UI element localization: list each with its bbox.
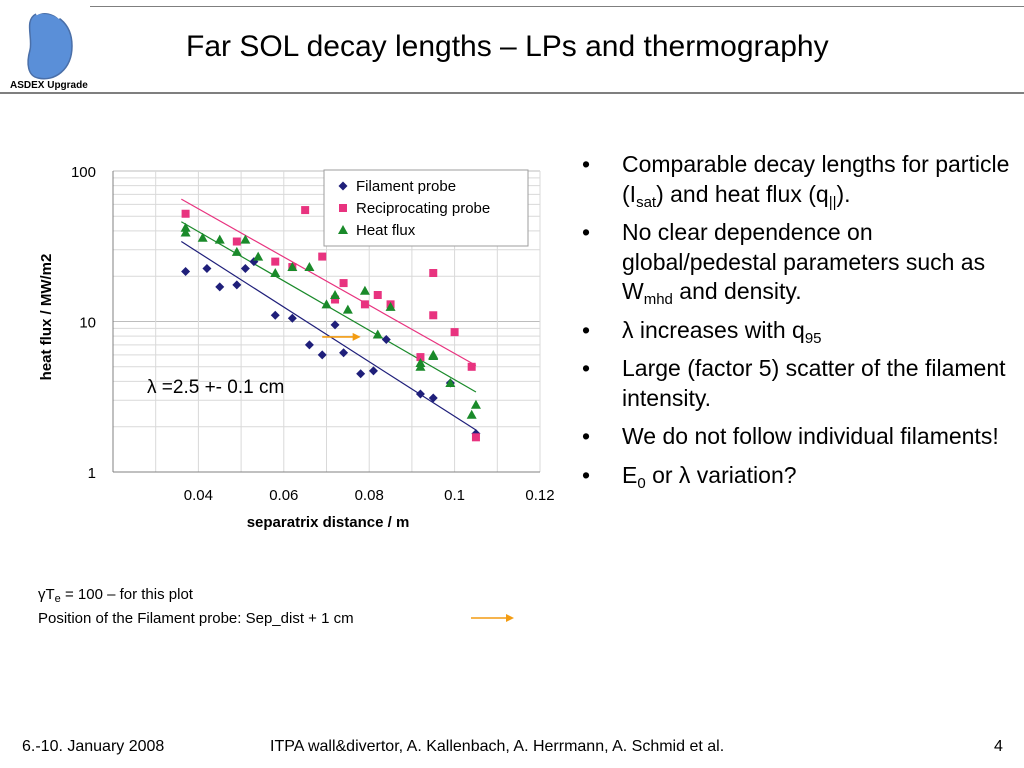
footer-page-number: 4 [994, 738, 1003, 755]
reciprocating-point [232, 237, 241, 246]
note-gamma-te: γTe = 100 – for this plot [38, 586, 193, 605]
x-tick-label: 0.06 [269, 487, 298, 504]
filament-point [270, 310, 280, 320]
filament-point [287, 313, 297, 323]
note-arrow-icon [471, 614, 514, 622]
legend-label: Reciprocating probe [356, 200, 490, 217]
reciprocating-point [373, 290, 382, 299]
header-rule [0, 92, 1024, 94]
footer-center: ITPA wall&divertor, A. Kallenbach, A. He… [270, 738, 725, 755]
reciprocating-point [181, 209, 190, 218]
note-filament-position: Position of the Filament probe: Sep_dist… [38, 610, 354, 627]
logo-text: ASDEX Upgrade [10, 80, 88, 91]
filament-point [240, 263, 250, 273]
heatflux-point [385, 301, 396, 311]
data-points [180, 206, 481, 442]
fit-line-filament [180, 241, 477, 431]
x-axis-label: separatrix distance / m [247, 514, 410, 531]
filament-point [202, 263, 212, 273]
header-divider [90, 6, 1024, 7]
x-tick-label: 0.04 [184, 487, 213, 504]
heatflux-point [466, 409, 477, 419]
bullet-item: We do not follow individual filaments! [580, 422, 1020, 452]
heatflux-point [372, 329, 383, 339]
heatflux-point [287, 262, 298, 272]
x-tick-label: 0.12 [525, 487, 554, 504]
heatflux-point [231, 246, 242, 256]
heatflux-point [415, 357, 426, 367]
reciprocating-point [429, 269, 438, 278]
heatflux-point [321, 299, 332, 309]
filament-point [339, 348, 349, 358]
legend-label: Filament probe [356, 178, 456, 195]
reciprocating-point [416, 353, 425, 362]
decay-length-chart: 0.04 0.06 0.08 0.1 0.12 1 10 100 Filament probe… [38, 164, 555, 531]
filament-point [356, 369, 366, 379]
y-tick-label: 1 [88, 465, 96, 482]
chart-axes: 0.04 0.06 0.08 0.1 0.12 1 10 100 [71, 164, 555, 504]
filament-point [415, 389, 425, 399]
heatflux-point [342, 304, 353, 314]
reciprocating-point [471, 433, 480, 442]
bullet-item: λ increases with q95 [580, 316, 1020, 346]
heatflux-point [330, 289, 341, 299]
reciprocating-point [301, 206, 310, 215]
heatflux-point [470, 399, 481, 409]
chart-grid [112, 170, 541, 473]
reciprocating-point [271, 257, 280, 266]
bullet-item: E0 or λ variation? [580, 461, 1020, 491]
heatflux-point [428, 350, 439, 360]
x-tick-label: 0.08 [355, 487, 384, 504]
reciprocating-point [318, 252, 327, 261]
legend-label: Heat flux [356, 222, 416, 239]
heatflux-point [180, 222, 191, 232]
heatflux-point [359, 285, 370, 295]
reciprocating-point [360, 300, 369, 309]
bullet-item: Comparable decay lengths for particle (I… [580, 150, 1020, 210]
heatflux-point [253, 251, 264, 261]
legend-box [323, 169, 529, 247]
reciprocating-point [331, 295, 340, 304]
arrow-head [352, 332, 361, 341]
asdex-upgrade-logo [27, 9, 73, 80]
filament-point [317, 350, 327, 360]
lambda-annotation: λ =2.5 +- 0.1 cm [147, 377, 284, 398]
slide-title: Far SOL decay lengths – LPs and thermogr… [186, 30, 829, 63]
chart-legend: Filament probe Reciprocating probe Heat fl… [323, 169, 529, 247]
filament-position-arrow [322, 332, 361, 341]
reciprocating-point [450, 328, 459, 337]
filament-point [428, 393, 438, 403]
legend-marker [338, 225, 348, 234]
reciprocating-point [467, 362, 476, 371]
footer-date: 6.-10. January 2008 [22, 738, 165, 755]
heatflux-point [240, 234, 251, 244]
heatflux-point [197, 232, 208, 242]
heatflux-point [270, 268, 281, 278]
y-tick-label: 100 [71, 164, 96, 181]
y-axis-label: heat flux / MW/m2 [38, 254, 55, 381]
heatflux-point [180, 227, 191, 237]
fit-line-reciprocating [181, 198, 477, 367]
bullet-item: No clear dependence on global/pedestal p… [580, 218, 1020, 307]
reciprocating-point [429, 311, 438, 320]
filament-point [232, 280, 242, 290]
legend-marker [338, 181, 348, 191]
filament-point [368, 366, 378, 376]
filament-point [215, 282, 225, 292]
heatflux-point [304, 262, 315, 272]
heatflux-point [445, 378, 456, 388]
x-tick-label: 0.1 [444, 487, 465, 504]
heatflux-point [214, 234, 225, 244]
filament-point [330, 320, 340, 330]
filament-point [381, 334, 391, 344]
bullet-item: Large (factor 5) scatter of the filament… [580, 354, 1020, 413]
filament-point [304, 340, 314, 350]
filament-point [181, 266, 191, 276]
legend-marker [339, 204, 347, 212]
bullet-list: Comparable decay lengths for particle (I… [580, 150, 1020, 499]
y-tick-label: 10 [79, 315, 96, 332]
reciprocating-point [339, 279, 348, 288]
